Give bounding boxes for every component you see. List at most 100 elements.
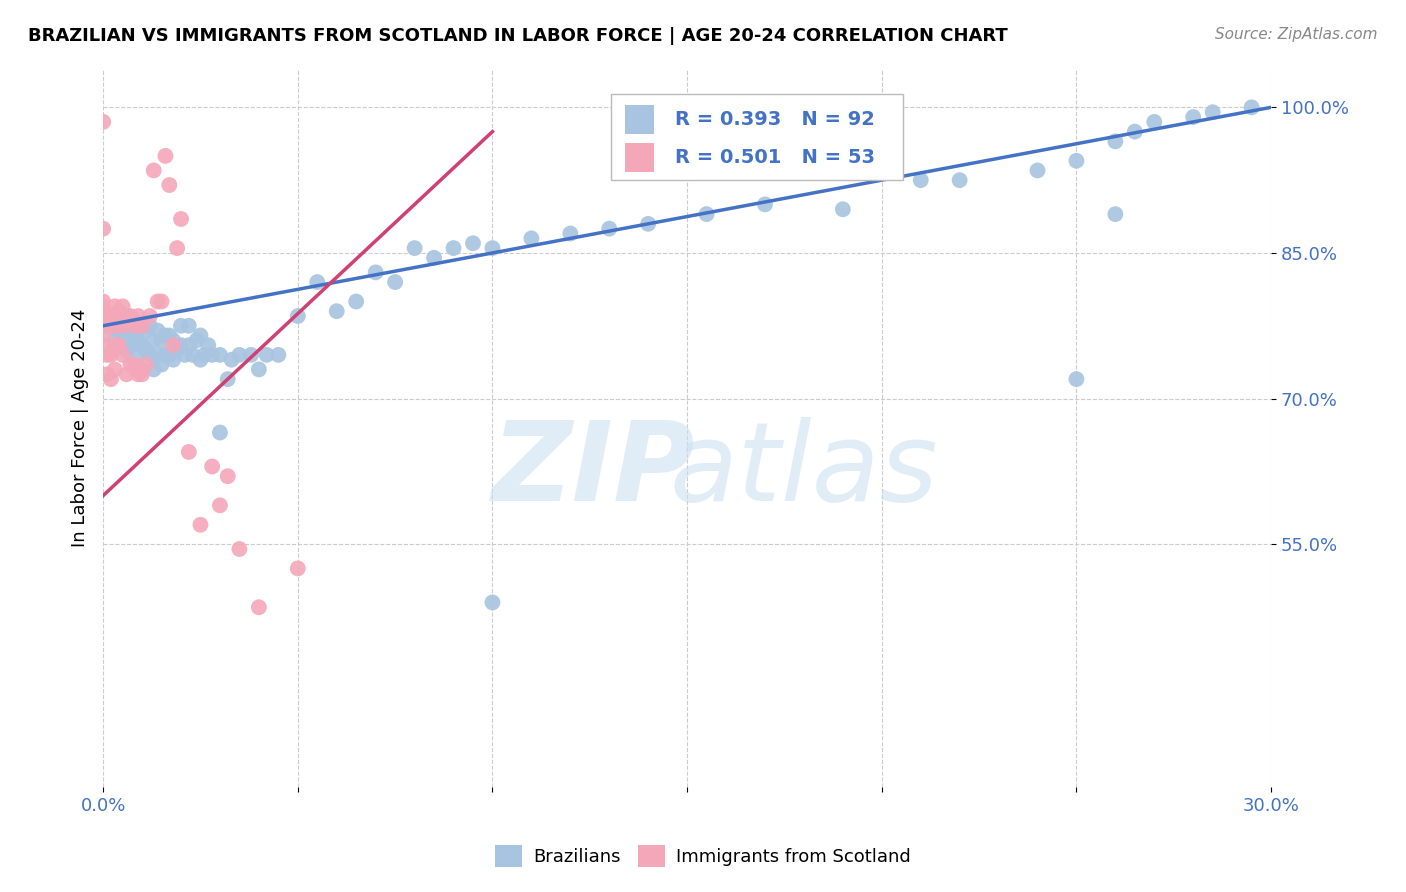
Point <box>155 348 177 362</box>
Point <box>146 294 169 309</box>
Point <box>150 294 173 309</box>
Point <box>127 348 149 362</box>
Point <box>91 299 114 313</box>
Point <box>135 343 157 357</box>
Point <box>124 358 146 372</box>
Point <box>104 334 127 348</box>
Point <box>120 318 142 333</box>
Bar <box>626 105 654 134</box>
Point <box>100 318 122 333</box>
Point <box>193 348 215 362</box>
Point <box>190 328 212 343</box>
Point <box>443 241 465 255</box>
Point <box>1066 153 1088 168</box>
Point <box>461 236 484 251</box>
Point <box>228 348 250 362</box>
Point <box>107 304 129 318</box>
Point <box>120 358 142 372</box>
Point <box>111 338 134 352</box>
Point <box>247 600 270 615</box>
Point <box>115 368 138 382</box>
Point <box>1104 134 1126 148</box>
Point <box>91 309 114 323</box>
Point <box>127 318 149 333</box>
Point <box>1240 100 1263 114</box>
Point <box>696 207 718 221</box>
Point <box>127 309 149 323</box>
Point <box>208 348 231 362</box>
Text: Source: ZipAtlas.com: Source: ZipAtlas.com <box>1215 27 1378 42</box>
Point <box>111 309 134 323</box>
Point <box>344 294 367 309</box>
Point <box>1104 207 1126 221</box>
Point <box>104 314 127 328</box>
Point <box>208 499 231 513</box>
Point <box>560 227 582 241</box>
Point <box>221 352 243 367</box>
Point <box>598 221 620 235</box>
Point <box>240 348 263 362</box>
Point <box>157 348 180 362</box>
Point <box>100 348 122 362</box>
Point <box>155 149 177 163</box>
Point <box>111 299 134 313</box>
Point <box>139 318 162 333</box>
Point <box>186 334 208 348</box>
Text: atlas: atlas <box>669 417 938 524</box>
Point <box>307 275 329 289</box>
Point <box>287 561 309 575</box>
Point <box>131 362 153 376</box>
Point <box>201 459 224 474</box>
Point <box>177 338 200 352</box>
Point <box>107 338 129 352</box>
Point <box>162 334 184 348</box>
Point <box>228 541 250 556</box>
Point <box>120 309 142 323</box>
Point <box>100 309 122 323</box>
Point <box>364 265 387 279</box>
Point <box>166 343 188 357</box>
Point <box>157 328 180 343</box>
Point <box>115 309 138 323</box>
Point <box>201 348 224 362</box>
Point <box>91 318 114 333</box>
Point <box>104 318 127 333</box>
Point <box>107 324 129 338</box>
Point <box>91 338 114 352</box>
Legend: Brazilians, Immigrants from Scotland: Brazilians, Immigrants from Scotland <box>488 838 918 874</box>
Point <box>96 368 118 382</box>
Point <box>1202 105 1225 120</box>
Point <box>127 334 149 348</box>
Point <box>170 318 193 333</box>
Bar <box>626 143 654 171</box>
Point <box>115 324 138 338</box>
Point <box>949 173 972 187</box>
Text: ZIP: ZIP <box>492 417 696 524</box>
Point <box>150 334 173 348</box>
Point <box>111 348 134 362</box>
Text: R = 0.501   N = 53: R = 0.501 N = 53 <box>675 148 876 167</box>
Point <box>157 178 180 192</box>
Point <box>166 241 188 255</box>
Point <box>104 338 127 352</box>
Point <box>256 348 278 362</box>
Point <box>197 338 219 352</box>
FancyBboxPatch shape <box>612 94 903 180</box>
Point <box>115 343 138 357</box>
Point <box>139 348 162 362</box>
Point <box>150 358 173 372</box>
Point <box>637 217 659 231</box>
Point <box>127 368 149 382</box>
Point <box>91 221 114 235</box>
Point <box>135 324 157 338</box>
Point <box>177 445 200 459</box>
Point <box>481 595 503 609</box>
Point <box>173 348 195 362</box>
Point <box>131 318 153 333</box>
Point <box>170 338 193 352</box>
Point <box>287 309 309 323</box>
Point <box>124 314 146 328</box>
Point <box>131 338 153 352</box>
Text: BRAZILIAN VS IMMIGRANTS FROM SCOTLAND IN LABOR FORCE | AGE 20-24 CORRELATION CHA: BRAZILIAN VS IMMIGRANTS FROM SCOTLAND IN… <box>28 27 1008 45</box>
Point <box>217 372 239 386</box>
